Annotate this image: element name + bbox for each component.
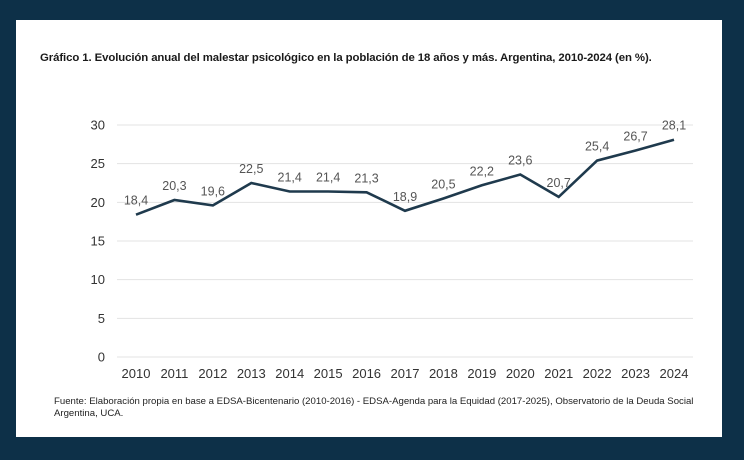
y-tick-label: 20 xyxy=(91,195,105,210)
x-tick-label: 2015 xyxy=(314,366,343,381)
x-tick-label: 2010 xyxy=(122,366,151,381)
gridlines xyxy=(117,124,693,358)
data-label-2015: 21,4 xyxy=(316,171,340,185)
data-label-2020: 23,6 xyxy=(508,153,532,167)
data-labels: 18,4 20,3 19,6 22,5 21,4 21,4 21,3 18,9 20,5 22,2… xyxy=(124,119,686,208)
data-label-2011: 20,3 xyxy=(162,179,186,193)
data-label-2019: 22,2 xyxy=(470,164,494,178)
source-note: Fuente: Elaboración propia en base a EDS… xyxy=(54,396,694,419)
x-axis-ticks: 2010 2011 2012 2013 2014 2015 2016 2017 2018 2019… xyxy=(122,366,689,381)
y-tick-label: 30 xyxy=(91,118,105,133)
data-label-2013: 22,5 xyxy=(239,162,263,176)
x-tick-label: 2024 xyxy=(660,366,689,381)
chart-panel xyxy=(16,20,722,437)
y-tick-label: 0 xyxy=(98,350,105,365)
data-label-2016: 21,3 xyxy=(354,171,378,185)
y-tick-label: 15 xyxy=(91,234,105,249)
data-label-2010: 18,4 xyxy=(124,194,148,208)
x-tick-label: 2014 xyxy=(275,366,304,381)
x-tick-label: 2019 xyxy=(467,366,496,381)
chart-title: Gráfico 1. Evolución anual del malestar … xyxy=(40,52,652,64)
data-label-2022: 25,4 xyxy=(585,140,609,154)
x-tick-label: 2020 xyxy=(506,366,535,381)
data-label-2017: 18,9 xyxy=(393,190,417,204)
x-tick-label: 2022 xyxy=(583,366,612,381)
x-tick-label: 2012 xyxy=(198,366,227,381)
y-tick-label: 25 xyxy=(91,156,105,171)
x-tick-label: 2011 xyxy=(160,366,188,381)
series-line xyxy=(135,138,675,216)
y-tick-label: 10 xyxy=(91,272,105,287)
x-tick-label: 2023 xyxy=(621,366,650,381)
data-label-2018: 20,5 xyxy=(431,177,455,191)
x-tick-label: 2016 xyxy=(352,366,381,381)
x-tick-label: 2021 xyxy=(544,366,573,381)
x-tick-label: 2018 xyxy=(429,366,458,381)
x-tick-label: 2013 xyxy=(237,366,266,381)
data-label-2012: 19,6 xyxy=(201,184,225,198)
y-axis-ticks: 0 5 10 15 20 25 30 xyxy=(91,118,105,365)
x-tick-label: 2017 xyxy=(391,366,420,381)
data-label-2024: 28,1 xyxy=(662,119,686,133)
y-tick-label: 5 xyxy=(98,311,105,326)
data-label-2023: 26,7 xyxy=(623,130,647,144)
data-label-2021: 20,7 xyxy=(547,176,571,190)
data-label-2014: 21,4 xyxy=(278,171,302,185)
